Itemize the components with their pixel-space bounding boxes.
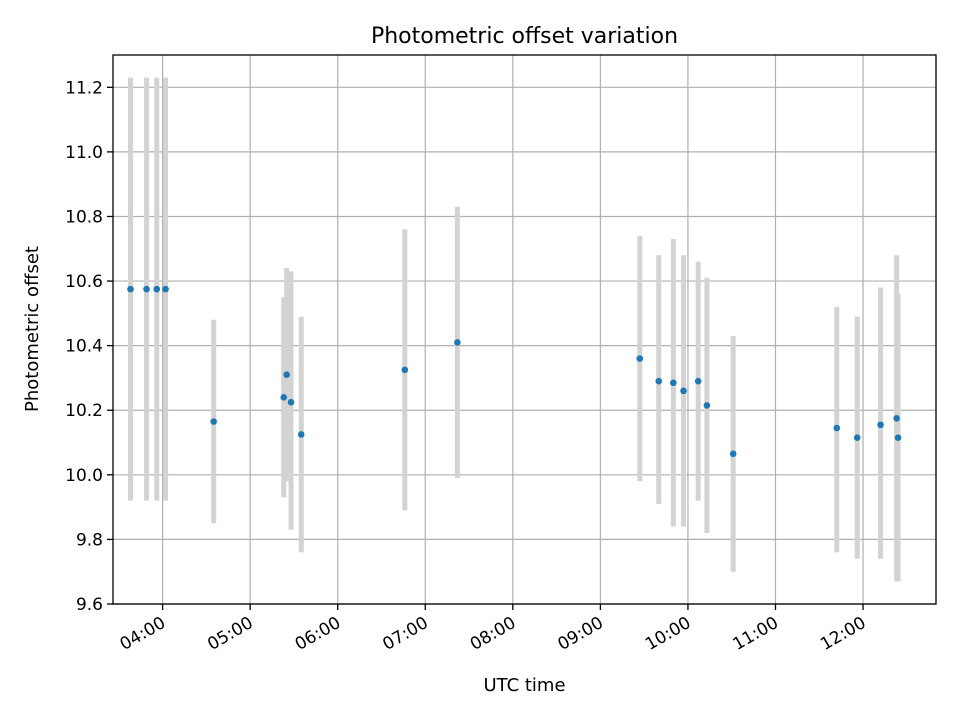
data-point [853, 434, 861, 441]
data-point [670, 379, 677, 387]
x-tick-label: 10:00 [642, 613, 694, 655]
y-axis-label: Photometric offset [22, 246, 43, 412]
x-axis-ticks: 04:00 05:00 06:00 07:00 08:00 09:00 10:00 11:00… [117, 604, 870, 655]
x-tick-label: 04:00 [117, 613, 169, 655]
data-point [894, 434, 902, 441]
plot-frame [112, 54, 937, 605]
data-point [210, 418, 217, 425]
data-point [694, 377, 702, 385]
data-point [454, 339, 461, 346]
x-tick-label: 07:00 [379, 613, 431, 655]
grid-lines [113, 55, 936, 605]
y-tick-label: 9.8 [76, 530, 103, 550]
x-tick-label: 11:00 [730, 613, 782, 655]
y-tick-label: 10.8 [65, 207, 103, 227]
data-point [833, 424, 841, 432]
y-tick-label: 9.6 [76, 595, 103, 615]
data-point [893, 415, 900, 422]
chart-title: Photometric offset variation [371, 24, 678, 49]
data-point [287, 398, 295, 406]
x-tick-label: 05:00 [204, 613, 256, 655]
y-tick-label: 10.6 [65, 272, 103, 292]
y-tick-label: 11.0 [65, 143, 103, 163]
data-point [143, 285, 150, 293]
y-tick-label: 11.2 [65, 78, 103, 98]
x-tick-label: 06:00 [292, 613, 344, 655]
data-point [127, 285, 134, 293]
y-axis-ticks: 9.6 9.8 10.0 10.2 10.4 10.6 10.8 11.0 11.2 [65, 78, 113, 615]
y-tick-label: 10.0 [65, 466, 103, 486]
x-tick-label: 08:00 [467, 613, 519, 655]
x-tick-label: 09:00 [554, 613, 606, 655]
data-point [283, 371, 290, 379]
data-point [153, 285, 161, 293]
data-point [877, 421, 884, 429]
data-point [680, 387, 687, 395]
data-point [729, 450, 737, 458]
data-point [703, 402, 711, 409]
x-tick-label: 12:00 [817, 613, 869, 655]
y-tick-label: 10.4 [65, 337, 103, 357]
data-points [127, 285, 902, 458]
data-point [297, 431, 305, 438]
data-point [655, 377, 663, 385]
error-bars [128, 77, 901, 582]
x-axis-label: UTC time [483, 675, 565, 696]
data-point [636, 355, 644, 362]
data-point [162, 285, 169, 293]
data-point [280, 394, 288, 401]
data-point [401, 366, 409, 374]
y-tick-label: 10.2 [65, 401, 103, 421]
